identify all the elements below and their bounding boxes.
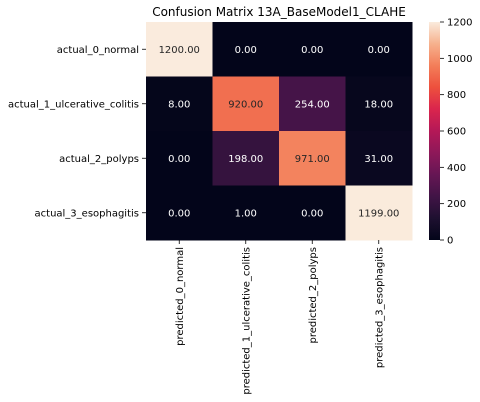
- cell-value-label: 920.00: [228, 99, 263, 110]
- row-labels: actual_0_normal actual_1_ulcerative_colit…: [8, 45, 146, 219]
- row-label: actual_2_polyps: [59, 154, 139, 165]
- heatmap-cell: [146, 131, 213, 186]
- colorbar-tick-label: 400: [447, 163, 466, 174]
- cell-value-label: 0.00: [368, 45, 390, 56]
- chart-title: Confusion Matrix 13A_BaseModel1_CLAHE: [152, 5, 406, 19]
- heatmap-cell: [212, 22, 280, 77]
- colorbar: [429, 22, 440, 240]
- heatmap-cell: [212, 76, 280, 132]
- cell-value-label: 254.00: [295, 99, 330, 110]
- colorbar-tick-label: 0: [447, 236, 453, 247]
- row-label: actual_0_normal: [57, 45, 139, 56]
- row-label: actual_3_esophagitis: [35, 208, 139, 219]
- column-label: predicted_0_normal: [175, 247, 186, 346]
- cell-value-label: 0.00: [168, 208, 190, 219]
- cell-value-label: 0.00: [235, 45, 257, 56]
- heatmap-cell: [345, 131, 413, 186]
- colorbar-tick-label: 200: [447, 199, 466, 210]
- colorbar-tick-label: 1000: [447, 54, 472, 65]
- heatmap-cell: [279, 131, 346, 186]
- cell-value-label: 1200.00: [159, 45, 200, 56]
- heatmap-cell: [279, 76, 346, 132]
- heatmap-cells: 1200.00 0.00 0.00 0.00 8.00 920.00 254.00 18.00…: [146, 22, 413, 241]
- heatmap-cell: [146, 22, 213, 77]
- cell-value-label: 198.00: [228, 154, 263, 165]
- heatmap-cell: [212, 131, 280, 186]
- heatmap-cell: [146, 76, 213, 132]
- column-labels: predicted_0_normal predicted_1_ulcerative…: [175, 240, 385, 395]
- column-label: predicted_1_ulcerative_colitis: [241, 247, 252, 395]
- heatmap-cell: [345, 76, 413, 132]
- colorbar-tick-label: 1200: [447, 18, 472, 29]
- colorbar-tick-label: 600: [447, 127, 466, 138]
- cell-value-label: 971.00: [295, 154, 330, 165]
- colorbar-ticks: 0 200 400 600 800 1000 1200: [440, 18, 472, 247]
- cell-value-label: 0.00: [301, 208, 323, 219]
- colorbar-tick-label: 800: [447, 90, 466, 101]
- heatmap-cell: [146, 185, 213, 241]
- column-label: predicted_3_esophagitis: [374, 247, 385, 368]
- cell-value-label: 0.00: [301, 45, 323, 56]
- cell-value-label: 1.00: [235, 208, 257, 219]
- cell-value-label: 1199.00: [358, 208, 399, 219]
- cell-value-label: 8.00: [168, 99, 190, 110]
- cell-value-label: 18.00: [364, 99, 393, 110]
- heatmap-cell: [212, 185, 280, 241]
- cell-value-label: 0.00: [168, 154, 190, 165]
- heatmap-cell: [345, 22, 413, 77]
- heatmap-cell: [279, 22, 346, 77]
- row-label: actual_1_ulcerative_colitis: [8, 99, 139, 110]
- column-label: predicted_2_polyps: [308, 247, 319, 344]
- heatmap-cell: [345, 185, 413, 241]
- cell-value-label: 31.00: [364, 154, 393, 165]
- heatmap-cell: [279, 185, 346, 241]
